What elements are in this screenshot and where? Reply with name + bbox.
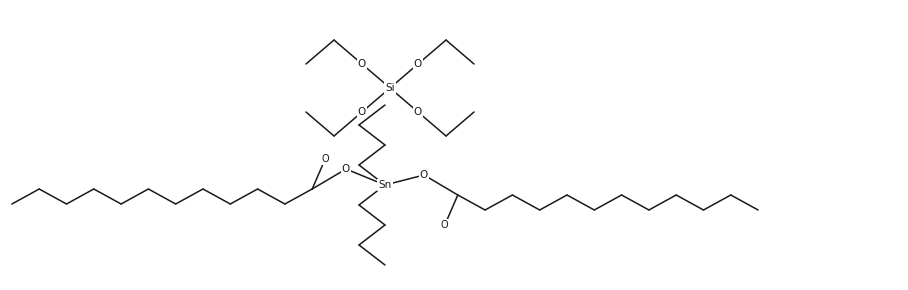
- Text: O: O: [441, 220, 449, 230]
- Text: O: O: [358, 107, 366, 117]
- Text: Si: Si: [385, 83, 395, 93]
- Text: Sn: Sn: [379, 180, 391, 190]
- Text: O: O: [414, 107, 422, 117]
- Text: O: O: [342, 164, 350, 174]
- Text: O: O: [414, 59, 422, 69]
- Text: O: O: [419, 170, 429, 180]
- Text: O: O: [321, 154, 329, 164]
- Text: O: O: [358, 59, 366, 69]
